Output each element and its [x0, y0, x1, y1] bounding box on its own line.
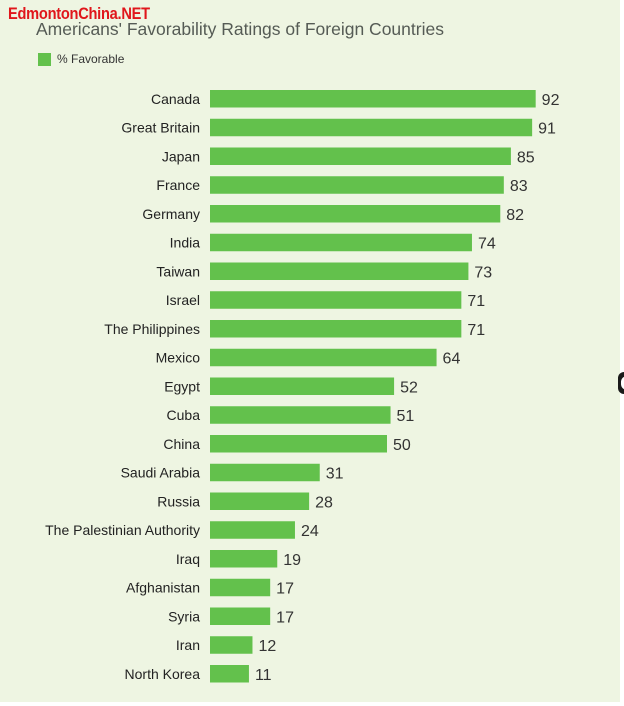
- bar: [210, 176, 504, 194]
- value-label: 71: [467, 322, 485, 339]
- bar: [210, 607, 271, 625]
- legend-swatch: [38, 52, 51, 66]
- value-label: 71: [467, 293, 485, 310]
- bar: [210, 463, 320, 482]
- category-label: Germany: [142, 206, 200, 222]
- value-label: 64: [443, 351, 461, 368]
- value-label: 74: [478, 236, 496, 253]
- bar: [210, 320, 462, 338]
- category-label: India: [170, 235, 201, 251]
- legend: % Favorable: [38, 52, 124, 66]
- value-label: 17: [276, 609, 294, 626]
- category-label: The Philippines: [104, 321, 200, 337]
- category-label: Great Britain: [121, 120, 200, 136]
- watermark-logo: EdmontonChina.NET: [8, 4, 150, 23]
- bar: [210, 435, 387, 453]
- value-label: 12: [258, 638, 276, 655]
- bar: [210, 90, 536, 108]
- category-label: Canada: [151, 91, 200, 107]
- bar: [210, 205, 501, 223]
- category-label: Japan: [162, 148, 200, 164]
- category-label: Iraq: [176, 551, 200, 567]
- value-label: 92: [542, 92, 560, 109]
- category-label: Russia: [157, 493, 200, 509]
- value-label: 19: [283, 552, 301, 569]
- bar: [210, 233, 472, 252]
- category-label: Afghanistan: [126, 580, 200, 596]
- category-label: North Korea: [125, 666, 201, 682]
- bar: [210, 550, 278, 568]
- chart-title: Americans' Favorability Ratings of Forei…: [36, 19, 444, 39]
- value-label: 85: [517, 149, 535, 166]
- value-label: 28: [315, 494, 333, 511]
- category-label: Saudi Arabia: [121, 465, 201, 481]
- value-label: 73: [474, 264, 492, 281]
- category-label: Mexico: [156, 350, 201, 366]
- category-label: Syria: [168, 608, 200, 624]
- bar: [210, 521, 295, 539]
- value-label: 11: [255, 667, 272, 684]
- category-label: Taiwan: [156, 263, 200, 279]
- value-label: 17: [276, 581, 294, 598]
- category-label: Israel: [166, 292, 200, 308]
- value-label: 31: [326, 466, 344, 483]
- category-label: The Palestinian Authority: [45, 522, 200, 538]
- category-label: Egypt: [164, 378, 200, 394]
- category-label: Cuba: [167, 407, 201, 423]
- bar: [210, 262, 469, 280]
- value-label: 50: [393, 437, 411, 454]
- scroll-handle[interactable]: [618, 372, 624, 394]
- category-label: China: [163, 436, 200, 452]
- value-label: 91: [538, 121, 556, 138]
- value-label: 83: [510, 178, 528, 195]
- value-label: 24: [301, 523, 319, 540]
- bar: [210, 348, 437, 367]
- value-label: 82: [506, 207, 524, 224]
- bar: [210, 291, 462, 309]
- bar: [210, 147, 511, 165]
- category-label: France: [156, 177, 200, 193]
- category-label: Iran: [176, 637, 200, 653]
- bar: [210, 118, 533, 137]
- bar: [210, 578, 271, 597]
- bar: [210, 665, 249, 683]
- value-label: 52: [400, 379, 418, 396]
- value-label: 51: [397, 408, 415, 425]
- bar: [210, 636, 253, 654]
- legend-label: % Favorable: [57, 52, 125, 66]
- bar: [210, 406, 391, 424]
- bar: [210, 377, 395, 395]
- bar: [210, 492, 310, 510]
